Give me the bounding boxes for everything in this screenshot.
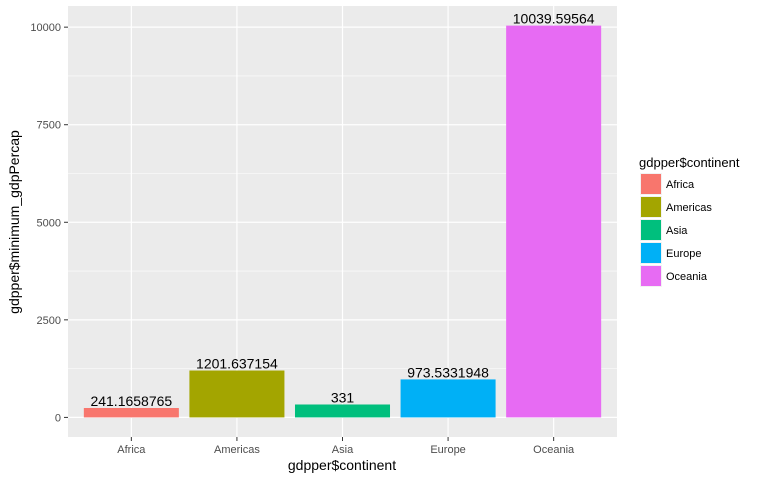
legend-title: gdpper$continent: [639, 155, 740, 170]
bar-label-asia: 331: [331, 389, 355, 405]
legend-swatch-oceania: [641, 266, 661, 286]
bar-americas: [189, 370, 285, 418]
y-tick-label: 10000: [30, 22, 61, 34]
bar-oceania: [506, 25, 602, 418]
bar-africa: [83, 407, 179, 418]
bar-label-europe: 973.5331948: [407, 364, 489, 380]
y-axis-title: gdpper$minimum_gdpPercap: [6, 130, 22, 314]
bar-label-africa: 241.1658765: [90, 393, 172, 409]
y-tick-label: 5000: [37, 217, 61, 229]
legend-swatch-africa: [641, 174, 661, 194]
bar-asia: [294, 404, 391, 418]
bar-labels: 241.1658765 1201.637154 331 973.5331948 1003…: [90, 11, 594, 409]
legend-swatch-europe: [641, 243, 661, 263]
bar-label-oceania: 10039.59564: [513, 11, 595, 27]
legend-label-asia: Asia: [666, 225, 688, 237]
bars: [83, 25, 602, 418]
x-axis-title: gdpper$continent: [288, 457, 396, 473]
y-tick-label: 7500: [37, 120, 61, 132]
legend-label-americas: Americas: [666, 202, 712, 214]
x-axis: Africa Americas Asia Europe Oceania: [117, 437, 575, 456]
legend-label-africa: Africa: [666, 179, 695, 191]
legend-label-europe: Europe: [666, 248, 701, 260]
x-tick-label: Oceania: [533, 444, 575, 456]
x-tick-label: Africa: [117, 444, 146, 456]
bar-europe: [400, 379, 496, 418]
y-tick-label: 2500: [37, 315, 61, 327]
x-tick-label: Asia: [332, 444, 354, 456]
bar-label-americas: 1201.637154: [196, 356, 278, 372]
x-tick-label: Europe: [430, 444, 465, 456]
legend: gdpper$continent Africa Americas Asia Europ…: [639, 155, 740, 287]
y-tick-label: 0: [55, 412, 61, 424]
y-axis: 0 2500 5000 7500 10000: [30, 22, 68, 424]
legend-label-oceania: Oceania: [666, 271, 708, 283]
x-tick-label: Americas: [214, 444, 260, 456]
legend-swatch-asia: [641, 220, 661, 240]
legend-swatch-americas: [641, 197, 661, 217]
